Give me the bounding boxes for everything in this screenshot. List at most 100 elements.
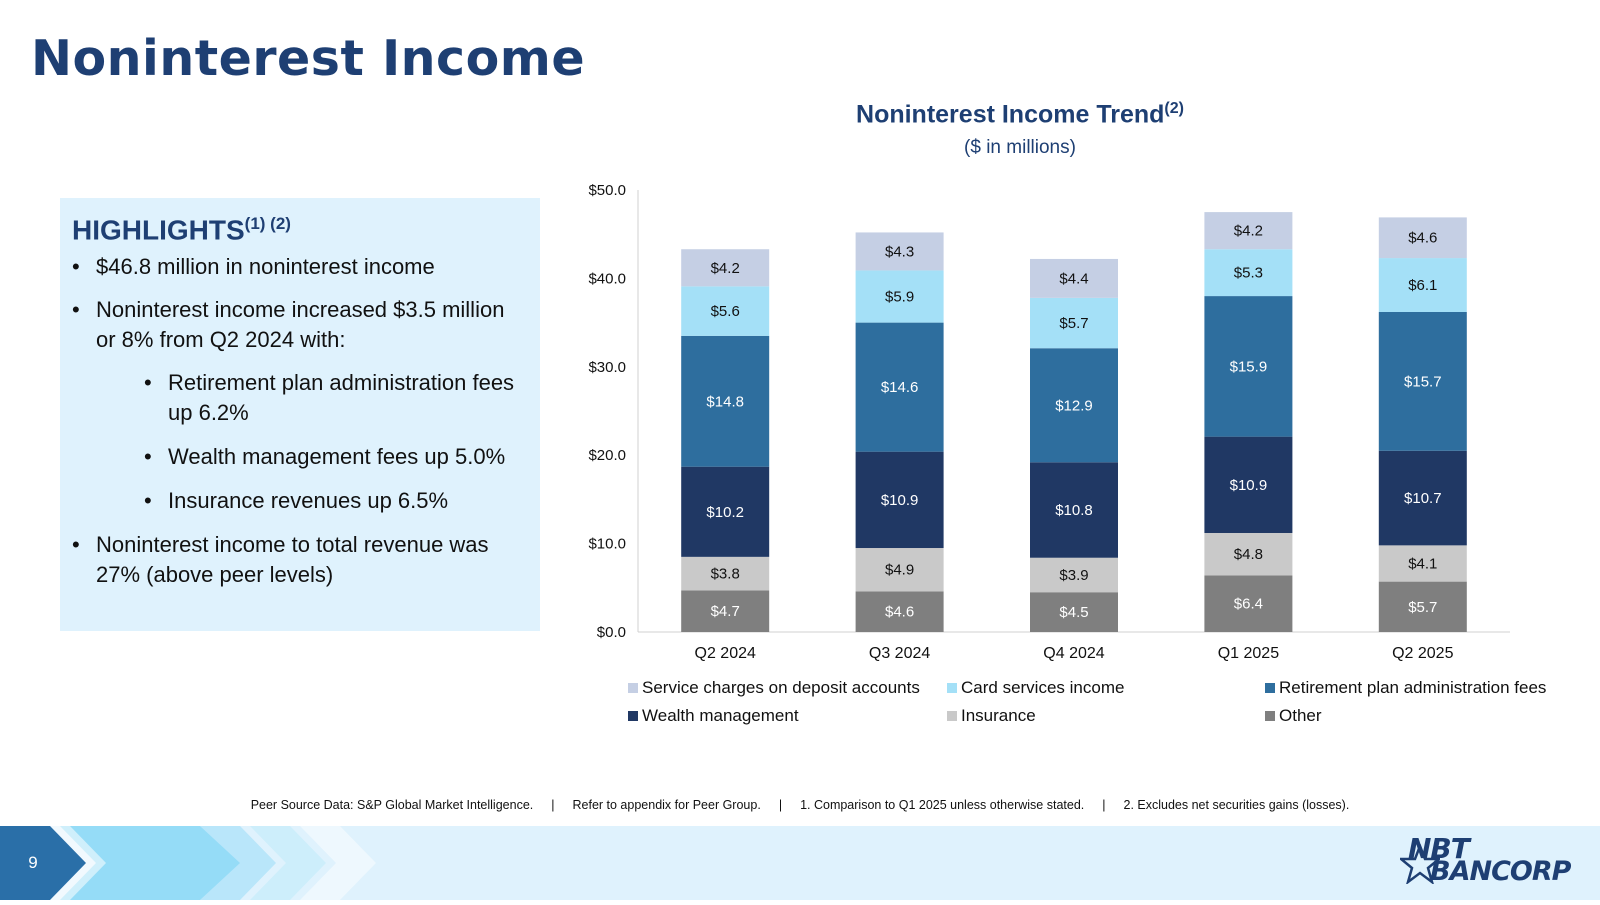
highlights-list: $46.8 million in noninterest income Noni… xyxy=(72,252,528,590)
data-label: $6.1 xyxy=(1408,277,1437,294)
bar-segment xyxy=(1204,532,1293,576)
bar-segment xyxy=(1204,296,1293,437)
footer-notes: Peer Source Data: S&P Global Market Inte… xyxy=(0,798,1600,812)
bar-segment xyxy=(1378,258,1467,312)
bar-segment xyxy=(855,232,944,271)
bar-segment xyxy=(1204,575,1293,632)
y-tick-label: $0.0 xyxy=(597,624,626,641)
footer-band xyxy=(0,826,1600,900)
highlight-bullet: $46.8 million in noninterest income xyxy=(72,252,528,282)
data-label: $10.9 xyxy=(1230,477,1268,494)
bar-segment xyxy=(1204,249,1293,297)
data-label: $15.9 xyxy=(1230,358,1268,375)
y-tick-label: $10.0 xyxy=(588,536,626,553)
logo-text-bancorp: BANCORP xyxy=(1430,856,1571,887)
bar-segment xyxy=(855,322,944,452)
bar-segment xyxy=(1030,297,1118,349)
page-title: Noninterest Income xyxy=(31,30,586,87)
highlights-heading-text: HIGHLIGHTS xyxy=(72,214,245,246)
data-label: $4.6 xyxy=(885,604,914,621)
x-tick-label: Q4 2024 xyxy=(1043,645,1104,662)
chart-subtitle: ($ in millions) xyxy=(964,137,1076,158)
legend-swatch xyxy=(947,683,957,693)
data-label: $4.2 xyxy=(711,260,740,277)
data-label: $5.3 xyxy=(1234,265,1263,282)
chart-title-text: Noninterest Income Trend xyxy=(856,100,1165,129)
data-label: $4.9 xyxy=(885,562,914,579)
x-tick-label: Q2 2025 xyxy=(1392,645,1453,662)
bar-segment xyxy=(1378,311,1467,451)
footer-separator: | xyxy=(778,798,783,812)
chevron-decoration xyxy=(0,826,376,900)
legend-label: Service charges on deposit accounts xyxy=(642,678,920,697)
bar-segment xyxy=(1378,450,1467,546)
data-label: $4.5 xyxy=(1059,604,1088,621)
data-label: $12.9 xyxy=(1055,397,1093,414)
bar-segment xyxy=(681,590,770,632)
bar-segment xyxy=(1030,462,1118,558)
bar-segment xyxy=(1030,348,1118,463)
data-label: $4.4 xyxy=(1059,270,1088,287)
bar-segment xyxy=(855,548,944,592)
y-tick-label: $50.0 xyxy=(588,182,626,199)
footer-separator: | xyxy=(1102,798,1106,812)
bar-segment xyxy=(681,249,770,287)
footer-separator: | xyxy=(551,798,555,812)
data-label: $4.7 xyxy=(711,603,740,620)
star-icon xyxy=(1400,844,1440,884)
x-tick-label: Q1 2025 xyxy=(1218,645,1279,662)
data-label: $3.8 xyxy=(711,566,740,583)
data-label: $4.1 xyxy=(1408,555,1437,572)
highlights-heading: HIGHLIGHTS(1) (2) xyxy=(72,214,528,246)
legend-item: Retirement plan administration fees xyxy=(1265,678,1565,698)
data-label: $6.4 xyxy=(1234,596,1263,613)
data-label: $5.6 xyxy=(711,303,740,320)
data-label: $5.9 xyxy=(885,289,914,306)
chart-legend: Service charges on deposit accounts Card … xyxy=(628,678,1568,726)
data-label: $5.7 xyxy=(1059,315,1088,332)
bar-segment xyxy=(855,451,944,549)
bar-segment xyxy=(855,270,944,323)
bar-segment xyxy=(1378,545,1467,582)
x-tick-label: Q2 2024 xyxy=(695,645,756,662)
legend-item: Wealth management xyxy=(628,706,947,726)
bar-segment xyxy=(1030,557,1118,593)
stacked-bar-chart: $0.0 $10.0 $20.0 $30.0 $40.0 $50.0 $4.7 $3.8 $10… xyxy=(588,182,1510,662)
nbt-bancorp-logo: NBT BANCORP xyxy=(1400,832,1590,892)
bar-segment xyxy=(1204,212,1293,250)
y-tick-label: $20.0 xyxy=(588,447,626,464)
highlights-panel: HIGHLIGHTS(1) (2) $46.8 million in nonin… xyxy=(60,198,540,631)
highlights-heading-footnote: (1) (2) xyxy=(244,214,291,233)
logo-text-nbt: NBT xyxy=(1408,832,1470,865)
bar-segment xyxy=(1030,592,1118,632)
highlight-sub-bullet: Insurance revenues up 6.5% xyxy=(72,486,528,516)
data-label: $10.8 xyxy=(1055,502,1093,519)
data-label: $4.3 xyxy=(885,243,914,260)
legend-label: Card services income xyxy=(961,678,1125,697)
legend-item: Service charges on deposit accounts xyxy=(628,678,947,698)
legend-label: Wealth management xyxy=(642,706,799,725)
data-label: $3.9 xyxy=(1059,567,1088,584)
bar-segment xyxy=(1204,436,1293,533)
data-label: $15.7 xyxy=(1404,373,1442,390)
footer-note-comparison: 1. Comparison to Q1 2025 unless otherwis… xyxy=(800,798,1085,812)
page-number: 9 xyxy=(28,853,38,872)
y-tick-label: $40.0 xyxy=(588,270,626,287)
footer-note-source: Peer Source Data: S&P Global Market Inte… xyxy=(250,798,534,812)
legend-label: Other xyxy=(1279,706,1322,725)
bar-segment xyxy=(855,591,944,632)
footer-note-exclusion: 2. Excludes net securities gains (losses… xyxy=(1123,798,1350,812)
bar-segment xyxy=(681,335,770,467)
highlight-sub-bullet: Wealth management fees up 5.0% xyxy=(72,442,528,472)
highlight-bullet: Noninterest income to total revenue was … xyxy=(72,530,528,590)
legend-swatch xyxy=(628,683,638,693)
data-label: $10.7 xyxy=(1404,490,1442,507)
bar-segment xyxy=(681,286,770,336)
legend-item: Other xyxy=(1265,706,1565,726)
chart-title-footnote: (2) xyxy=(1164,100,1184,117)
x-tick-label: Q3 2024 xyxy=(869,645,930,662)
data-label: $4.8 xyxy=(1234,546,1263,563)
legend-label: Insurance xyxy=(961,706,1036,725)
legend-item: Insurance xyxy=(947,706,1265,726)
data-label: $10.9 xyxy=(881,492,919,509)
